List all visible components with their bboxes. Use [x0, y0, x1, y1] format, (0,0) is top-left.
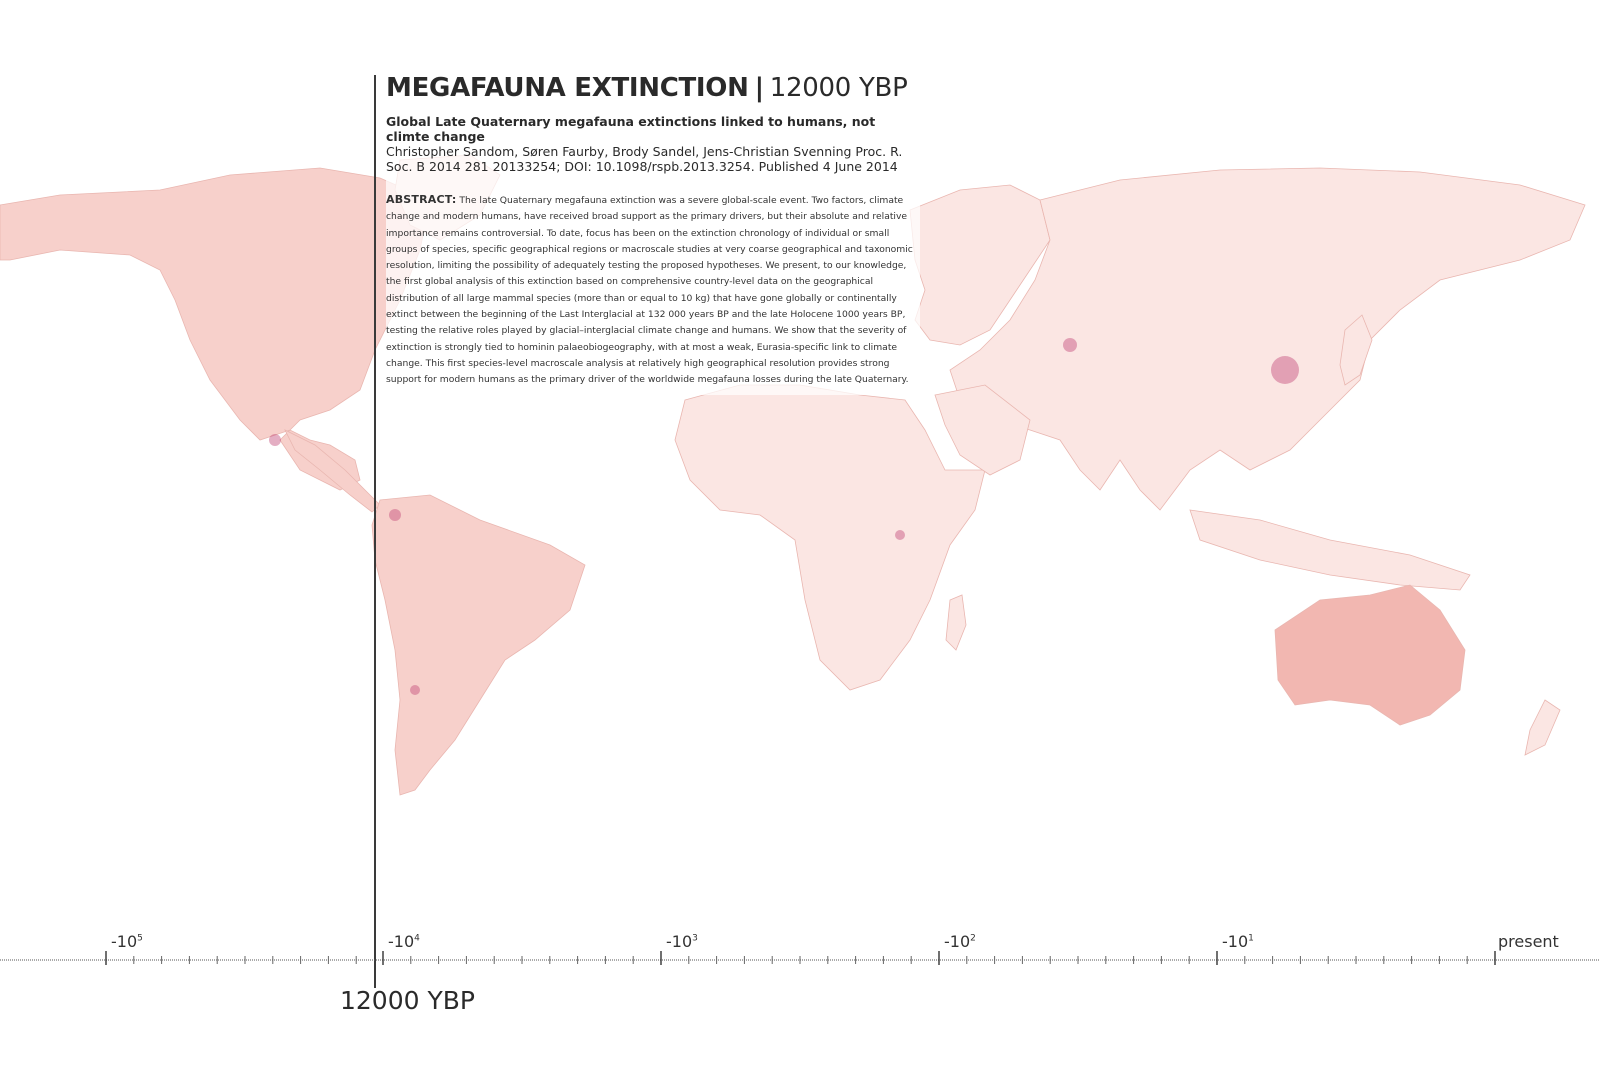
- title-year: 12000 YBP: [769, 73, 908, 103]
- southeast-asia-islands: [1189, 509, 1471, 591]
- europe: [909, 184, 1051, 346]
- south-america: [371, 494, 586, 796]
- japan: [1339, 314, 1373, 386]
- page-title: MEGAFAUNA EXTINCTION | 12000 YBP: [386, 72, 916, 104]
- timeline-minor-ticks: [133, 956, 1468, 964]
- tick-label-1e3: -103: [666, 932, 698, 951]
- australia: [1274, 584, 1466, 726]
- title-separator: |: [754, 73, 765, 103]
- africa: [674, 384, 986, 691]
- abstract-label: ABSTRACT:: [386, 193, 457, 206]
- tick-label-1e4: -104: [388, 932, 420, 951]
- current-time-marker-line: [374, 75, 376, 988]
- current-time-label: 12000 YBP: [340, 986, 475, 1015]
- hotspot-mexico: [269, 434, 281, 446]
- north-america: [0, 167, 431, 491]
- paper-citation: Christopher Sandom, Søren Faurby, Brody …: [386, 144, 903, 174]
- tick-label-present: present: [1498, 932, 1559, 951]
- arabia: [934, 384, 1031, 476]
- info-panel: MEGAFAUNA EXTINCTION | 12000 YBP Global La…: [386, 72, 920, 395]
- abstract-text: The late Quaternary megafauna extinction…: [386, 195, 913, 386]
- tick-label-1e5: -105: [111, 932, 143, 951]
- tick-label-1e2: -102: [944, 932, 976, 951]
- hotspot-central-asia: [1063, 338, 1077, 352]
- paper-title: Global Late Quaternary megafauna extinct…: [386, 114, 876, 144]
- central-america: [284, 429, 381, 513]
- new-zealand: [1524, 699, 1561, 756]
- world-map: [0, 154, 1586, 796]
- tick-label-1e1: -101: [1222, 932, 1254, 951]
- asia: [949, 167, 1586, 511]
- hotspot-east-africa: [895, 530, 905, 540]
- hotspot-andes-north: [389, 509, 401, 521]
- title-main: MEGAFAUNA EXTINCTION: [386, 73, 749, 103]
- hotspot-china: [1271, 356, 1299, 384]
- madagascar: [945, 594, 967, 651]
- timeline-major-ticks: [105, 951, 1496, 965]
- abstract: ABSTRACT: The late Quaternary megafauna …: [386, 192, 916, 389]
- timeline-axis[interactable]: [0, 925, 1600, 965]
- hotspot-andes-south: [410, 685, 420, 695]
